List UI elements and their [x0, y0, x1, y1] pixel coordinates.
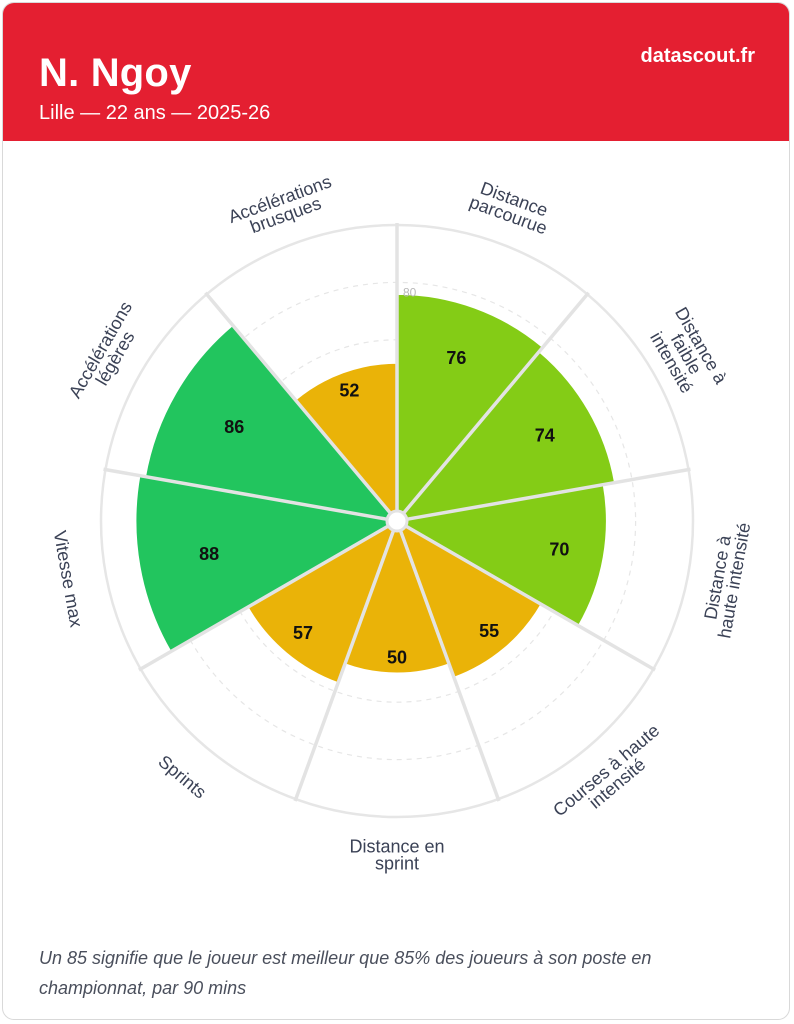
value-label-2: 70	[549, 540, 569, 560]
brand-logo-text: datascout.fr	[640, 45, 755, 67]
category-label-6: Vitesse max	[50, 529, 87, 629]
spoke	[293, 528, 396, 802]
category-label-line: Distance en	[349, 837, 444, 857]
spoke	[401, 291, 590, 516]
chart-value-labels: 80 76 74 70 55 50 57 88 86 52	[199, 285, 569, 667]
chart-bars	[134, 292, 617, 685]
value-label-5: 57	[293, 623, 313, 643]
player-subtitle: Lille — 22 ans — 2025-26	[39, 102, 271, 124]
spoke	[103, 467, 389, 522]
spoke	[398, 528, 501, 802]
chart-spokes	[103, 223, 691, 802]
value-label-4: 50	[387, 647, 407, 667]
category-label-line: Vitesse max	[50, 529, 87, 629]
category-label-line: sprint	[375, 854, 419, 874]
header-banner: N. Ngoy Lille — 22 ans — 2025-26 datasco…	[3, 3, 789, 141]
spoke	[405, 467, 691, 522]
spoke	[204, 291, 393, 516]
category-label-5: Sprints	[154, 751, 210, 802]
spoke	[138, 523, 391, 672]
value-label-6: 88	[199, 544, 219, 564]
footnote: Un 85 signifie que le joueur est meilleu…	[39, 948, 652, 998]
value-label-0: 76	[446, 348, 466, 368]
spoke	[403, 523, 656, 672]
value-label-8: 52	[339, 380, 359, 400]
value-label-3: 55	[479, 621, 499, 641]
tick-label: 80	[403, 285, 417, 299]
center-hub	[385, 509, 409, 533]
value-label-1: 74	[535, 426, 555, 446]
category-label-line: Sprints	[154, 751, 210, 802]
player-name: N. Ngoy	[39, 51, 192, 95]
value-label-7: 86	[224, 417, 244, 437]
